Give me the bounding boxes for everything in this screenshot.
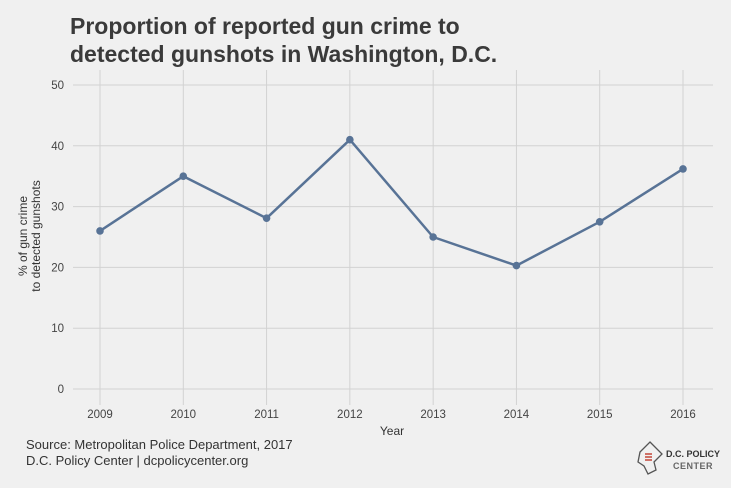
y-axis-title: % of gun crime to detected gunshots (16, 180, 43, 291)
chart-title-line-1: Proportion of reported gun crime to (70, 13, 460, 39)
y-tick-label: 10 (51, 323, 64, 335)
x-tick-label: 2014 (504, 409, 530, 421)
series-line (99, 138, 684, 267)
x-tick-label: 2013 (420, 409, 446, 421)
y-tick-label: 20 (51, 262, 64, 274)
y-axis-ticks: 0 10 20 30 40 50 (51, 80, 64, 396)
y-tick-label: 30 (51, 202, 64, 214)
logo-line-2: CENTER (673, 461, 714, 471)
chart-title-line-2: detected gunshots in Washington, D.C. (70, 41, 498, 67)
credit-note: D.C. Policy Center | dcpolicycenter.org (26, 453, 249, 468)
x-tick-label: 2009 (87, 409, 113, 421)
data-point (262, 214, 271, 222)
data-points (96, 135, 687, 270)
y-axis-title-line-2: to detected gunshots (29, 180, 43, 291)
y-tick-label: 0 (58, 384, 64, 396)
x-tick-label: 2012 (337, 409, 363, 421)
x-axis-title: Year (380, 424, 404, 438)
source-note: Source: Metropolitan Police Department, … (26, 437, 293, 452)
x-axis-ticks: 2009 2010 2011 2012 2013 2014 2015 2016 (87, 409, 696, 421)
x-tick-label: 2010 (170, 409, 196, 421)
y-tick-label: 50 (51, 80, 64, 92)
y-tick-label: 40 (51, 141, 64, 153)
data-point (595, 218, 604, 226)
data-point (679, 165, 687, 173)
data-point (179, 172, 188, 180)
y-axis-title-line-1: % of gun crime (16, 196, 30, 276)
x-tick-label: 2011 (254, 409, 279, 421)
x-tick-label: 2015 (587, 409, 613, 421)
data-point (346, 135, 354, 144)
chart-title: Proportion of reported gun crime to dete… (70, 12, 630, 68)
grid (73, 70, 713, 405)
logo-line-1: D.C. POLICY (666, 449, 721, 459)
footer: Source: Metropolitan Police Department, … (26, 437, 293, 469)
data-point (512, 261, 521, 270)
data-point (429, 233, 437, 241)
data-point (96, 227, 104, 235)
logo-text: D.C. POLICY CENTER (666, 448, 720, 472)
dc-policy-center-logo: D.C. POLICY CENTER (636, 440, 726, 480)
dc-map-icon (637, 441, 663, 475)
x-tick-label: 2016 (670, 409, 696, 421)
